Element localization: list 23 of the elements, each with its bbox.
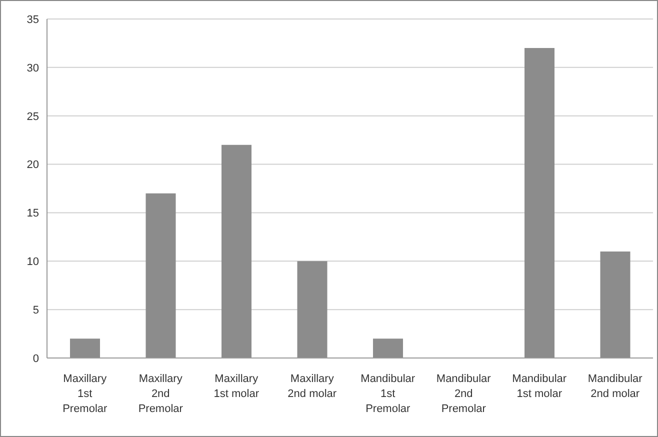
x-tick-label: Mandibular 2nd molar xyxy=(588,373,643,400)
y-tick-label: 20 xyxy=(26,159,39,172)
y-tick-label: 35 xyxy=(26,14,39,26)
x-tick-label: Maxillary 1st Premolar xyxy=(62,373,108,415)
x-tick-label: Maxillary 1st molar xyxy=(214,373,260,400)
x-tick-label: Mandibular 1st Premolar xyxy=(360,373,416,415)
y-tick-label: 15 xyxy=(26,208,39,220)
y-tick-label: 25 xyxy=(26,110,39,123)
bar xyxy=(146,193,176,358)
bar xyxy=(70,338,100,358)
y-tick-label: 30 xyxy=(26,62,39,74)
bar xyxy=(524,48,554,358)
y-tick-label: 5 xyxy=(32,304,39,316)
x-tick-label: Mandibular 2nd Premolar xyxy=(436,373,492,415)
bar xyxy=(297,261,328,358)
y-tick-label: 0 xyxy=(32,352,39,365)
bar xyxy=(600,251,630,358)
x-tick-label: Mandibular 1st molar xyxy=(512,373,567,400)
bar xyxy=(373,338,403,358)
x-tick-label: Maxillary 2nd Premolar xyxy=(138,373,184,415)
x-tick-label: Maxillary 2nd molar xyxy=(288,373,337,400)
y-tick-label: 10 xyxy=(26,256,39,268)
bar xyxy=(222,144,252,358)
